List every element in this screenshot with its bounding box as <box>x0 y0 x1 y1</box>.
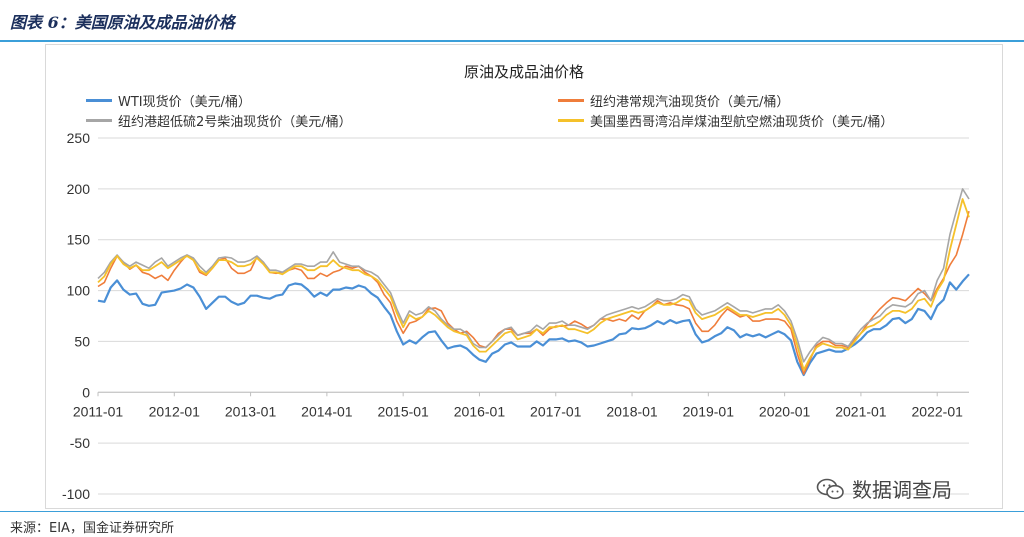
series-line-gasoline <box>97 210 970 375</box>
footer-rule <box>0 511 1024 512</box>
x-tick-label: 2013-01 <box>225 403 277 419</box>
x-tick-label: 2022-01 <box>912 403 964 419</box>
y-tick-label: 250 <box>67 130 91 146</box>
header-rule <box>0 40 1024 42</box>
legend-label-gasoline: 纽约港常规汽油现货价（美元/桶） <box>590 95 790 110</box>
x-tick-label: 2015-01 <box>377 403 429 419</box>
y-tick-label: 50 <box>74 333 90 349</box>
legend-item-gasoline: 纽约港常规汽油现货价（美元/桶） <box>558 91 789 110</box>
y-tick-label: 0 <box>82 384 90 400</box>
x-tick-label: 2020-01 <box>759 403 811 419</box>
y-tick-label: -50 <box>70 435 90 451</box>
legend-swatch-jet <box>558 119 584 122</box>
series-line-diesel <box>97 188 970 363</box>
legend-label-diesel: 纽约港超低硫2号柴油现货价（美元/桶） <box>118 115 352 130</box>
legend-swatch-diesel <box>86 119 112 122</box>
y-tick-label: 150 <box>67 232 91 248</box>
x-tick-label: 2019-01 <box>683 403 735 419</box>
x-tick-label: 2021-01 <box>835 403 887 419</box>
source-note: 来源：EIA，国金证券研究所 <box>10 521 174 536</box>
y-tick-label: 200 <box>67 181 91 197</box>
x-tick-label: 2012-01 <box>149 403 201 419</box>
legend-swatch-gasoline <box>558 99 584 102</box>
x-tick-label: 2016-01 <box>454 403 506 419</box>
watermark-text: 数据调查局 <box>852 478 952 502</box>
chart-title: 原油及成品油价格 <box>463 63 584 81</box>
y-tick-label: 100 <box>67 283 91 299</box>
legend-label-wti: WTI现货价（美元/桶） <box>118 95 252 110</box>
line-chart: 250 200 150 100 50 0 -50 -100 2011-01 2012-01 2013… <box>62 130 970 502</box>
legend-item-wti: WTI现货价（美元/桶） <box>86 91 251 110</box>
legend-swatch-wti <box>86 99 112 102</box>
x-tick-label: 2018-01 <box>606 403 658 419</box>
wechat-icon <box>816 478 844 499</box>
legend-label-jet: 美国墨西哥湾沿岸煤油型航空燃油现货价（美元/桶） <box>590 115 894 130</box>
legend-item-jet: 美国墨西哥湾沿岸煤油型航空燃油现货价（美元/桶） <box>558 111 893 130</box>
chart-frame: 原油及成品油价格 WTI现货价（美元/桶） 纽约港常规汽油现货价（美元/桶） 纽… <box>45 44 1003 509</box>
x-tick-label: 2014-01 <box>301 403 353 419</box>
legend-item-diesel: 纽约港超低硫2号柴油现货价（美元/桶） <box>86 111 352 130</box>
watermark: 数据调查局 <box>816 474 952 503</box>
x-tick-label: 2011-01 <box>73 403 124 419</box>
series-line-jet <box>97 198 970 371</box>
figure-title: 图表 6：美国原油及成品油价格 <box>10 13 235 32</box>
y-tick-label: -100 <box>62 486 90 502</box>
series-line-wti <box>97 273 970 377</box>
x-tick-label: 2017-01 <box>530 403 582 419</box>
